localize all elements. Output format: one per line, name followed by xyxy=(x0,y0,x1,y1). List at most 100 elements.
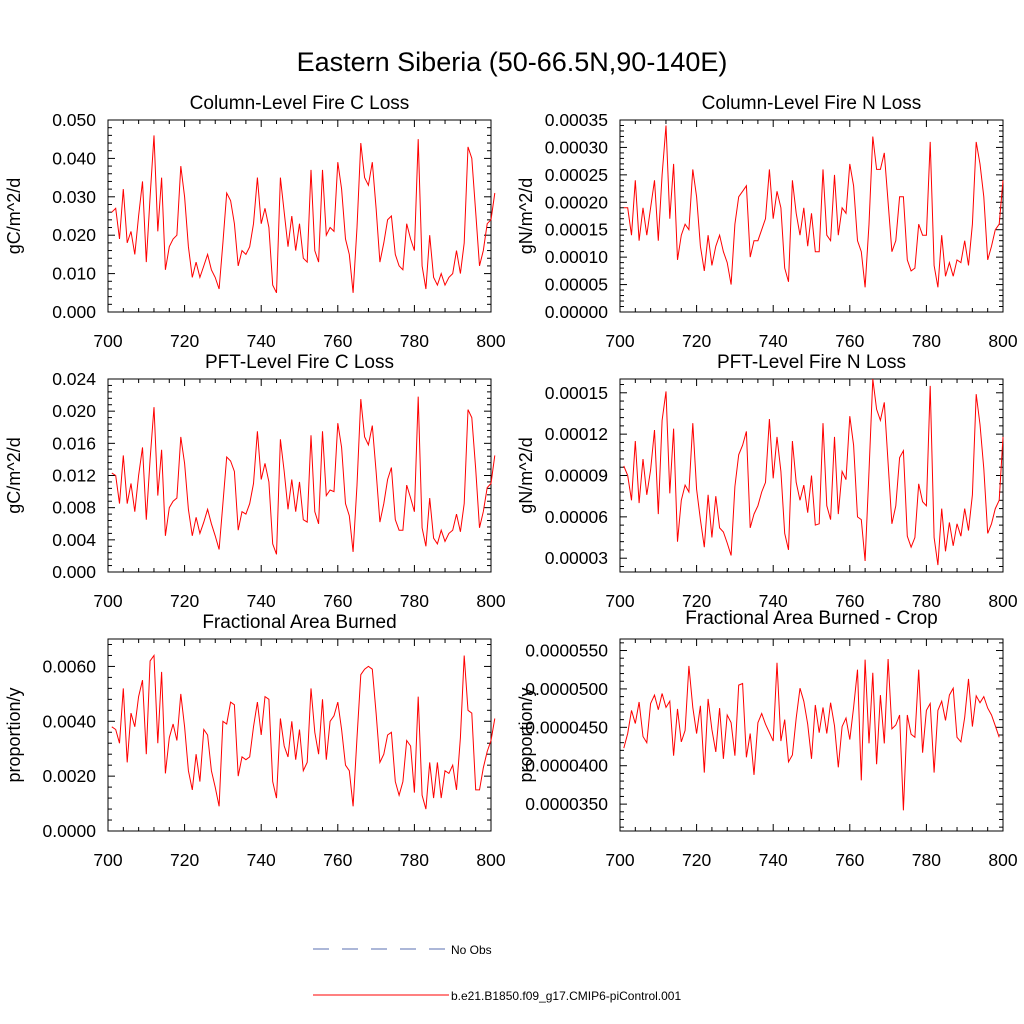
y-tick-label: 0.00005 xyxy=(545,275,608,295)
x-tick-label: 720 xyxy=(682,591,711,611)
y-axis-label: gN/m^2/d xyxy=(516,437,536,513)
x-tick-label: 800 xyxy=(476,591,505,611)
y-tick-label: 0.004 xyxy=(52,530,96,550)
y-tick-label: 0.000 xyxy=(52,302,96,322)
y-tick-label: 0.00003 xyxy=(545,548,608,568)
figure-title: Eastern Siberia (50-66.5N,90-140E) xyxy=(297,47,728,77)
y-tick-label: 0.0000 xyxy=(42,821,96,841)
x-tick-label: 700 xyxy=(93,850,122,870)
x-tick-label: 740 xyxy=(759,331,788,351)
y-tick-label: 0.00035 xyxy=(545,110,608,130)
y-axis-label: proportion/y xyxy=(4,687,24,782)
series-line-model xyxy=(111,135,496,294)
series-line-model xyxy=(111,396,496,555)
x-tick-label: 740 xyxy=(759,591,788,611)
plot-frame xyxy=(107,378,492,573)
y-tick-label: 0.0000550 xyxy=(525,641,608,661)
x-tick-label: 720 xyxy=(682,331,711,351)
y-tick-label: 0.0020 xyxy=(42,766,96,786)
y-tick-label: 0.0000450 xyxy=(525,717,608,737)
x-tick-label: 740 xyxy=(759,850,788,870)
x-tick-label: 800 xyxy=(988,331,1017,351)
y-tick-label: 0.040 xyxy=(52,148,96,168)
x-tick-label: 740 xyxy=(247,850,276,870)
x-tick-label: 700 xyxy=(605,331,634,351)
y-axis-label: gC/m^2/d xyxy=(4,437,24,513)
x-tick-label: 720 xyxy=(170,591,199,611)
y-tick-label: 0.00006 xyxy=(545,507,608,527)
x-tick-label: 780 xyxy=(912,850,941,870)
y-tick-label: 0.016 xyxy=(52,433,96,453)
y-tick-label: 0.00030 xyxy=(545,137,609,157)
x-tick-label: 780 xyxy=(912,331,941,351)
y-axis-label: proportion/y xyxy=(516,687,536,782)
x-tick-label: 720 xyxy=(170,850,199,870)
y-axis-label: gN/m^2/d xyxy=(516,178,536,254)
x-tick-label: 780 xyxy=(400,850,429,870)
panel-title: Column-Level Fire N Loss xyxy=(702,93,922,114)
plot-frame xyxy=(107,119,492,313)
y-tick-label: 0.0000500 xyxy=(525,679,608,699)
y-tick-label: 0.00020 xyxy=(545,192,609,212)
x-tick-label: 700 xyxy=(605,850,634,870)
panels: Column-Level Fire C Loss gC/m^2/d 700 720 74… xyxy=(4,93,1018,870)
plot-frame xyxy=(619,638,1004,832)
x-tick-label: 760 xyxy=(323,331,352,351)
y-tick-label: 0.00015 xyxy=(545,220,608,240)
y-tick-label: 0.0040 xyxy=(42,711,96,731)
x-tick-label: 780 xyxy=(400,331,429,351)
y-tick-label: 0.050 xyxy=(52,110,96,130)
x-tick-label: 760 xyxy=(835,331,864,351)
x-tick-label: 780 xyxy=(912,591,941,611)
y-tick-label: 0.020 xyxy=(52,401,96,421)
x-tick-label: 800 xyxy=(476,850,505,870)
y-tick-label: 0.0000400 xyxy=(525,756,608,776)
y-tick-label: 0.00009 xyxy=(545,466,608,486)
panel-pft-level-fire-n-loss: PFT-Level Fire N Loss gN/m^2/d 700 720 740 76… xyxy=(516,352,1018,611)
y-tick-label: 0.000 xyxy=(52,562,96,582)
y-tick-label: 0.010 xyxy=(52,264,96,284)
y-tick-label: 0.024 xyxy=(52,369,96,389)
panel-column-level-fire-n-loss: Column-Level Fire N Loss gN/m^2/d 700 720 74… xyxy=(516,93,1018,351)
series-line-model xyxy=(623,378,1004,566)
x-tick-label: 740 xyxy=(247,591,276,611)
legend-label-no-obs: No Obs xyxy=(451,943,492,957)
panel-column-level-fire-c-loss: Column-Level Fire C Loss gC/m^2/d 700 720 74… xyxy=(4,93,506,351)
panel-fractional-area-burned: Fractional Area Burned proportion/y 700 720… xyxy=(4,612,506,870)
panel-title: Fractional Area Burned xyxy=(202,612,396,633)
x-tick-label: 800 xyxy=(988,591,1017,611)
x-tick-label: 700 xyxy=(93,331,122,351)
panel-title: Column-Level Fire C Loss xyxy=(190,93,410,114)
panel-title: PFT-Level Fire N Loss xyxy=(717,352,906,373)
y-tick-label: 0.00012 xyxy=(545,424,608,444)
series-line-model xyxy=(111,654,496,810)
panel-pft-level-fire-c-loss: PFT-Level Fire C Loss gC/m^2/d 700 720 740 76… xyxy=(4,352,506,611)
y-axis-label: gC/m^2/d xyxy=(4,178,24,254)
panel-fractional-area-burned-crop: Fractional Area Burned - Crop proportion/… xyxy=(516,608,1018,870)
x-tick-label: 720 xyxy=(682,850,711,870)
plot-frame xyxy=(107,638,492,832)
y-tick-label: 0.00000 xyxy=(545,302,609,322)
x-tick-label: 700 xyxy=(605,591,634,611)
legend-label-model: b.e21.B1850.f09_g17.CMIP6-piControl.001 xyxy=(451,989,681,1003)
y-tick-label: 0.020 xyxy=(52,225,96,245)
x-tick-label: 720 xyxy=(170,331,199,351)
y-tick-label: 0.00025 xyxy=(545,165,608,185)
plot-frame xyxy=(619,119,1004,313)
panel-title: PFT-Level Fire C Loss xyxy=(205,352,394,373)
x-tick-label: 760 xyxy=(323,850,352,870)
y-tick-label: 0.00010 xyxy=(545,247,609,267)
x-tick-label: 760 xyxy=(835,850,864,870)
x-tick-label: 740 xyxy=(247,331,276,351)
x-tick-label: 700 xyxy=(93,591,122,611)
series-line-model xyxy=(623,658,1000,811)
x-tick-label: 800 xyxy=(476,331,505,351)
y-tick-label: 0.008 xyxy=(52,498,96,518)
y-tick-label: 0.030 xyxy=(52,187,96,207)
x-tick-label: 760 xyxy=(323,591,352,611)
legend: No Obs b.e21.B1850.f09_g17.CMIP6-piContr… xyxy=(313,943,681,1003)
y-tick-label: 0.0060 xyxy=(42,656,96,676)
x-tick-label: 760 xyxy=(835,591,864,611)
x-tick-label: 780 xyxy=(400,591,429,611)
